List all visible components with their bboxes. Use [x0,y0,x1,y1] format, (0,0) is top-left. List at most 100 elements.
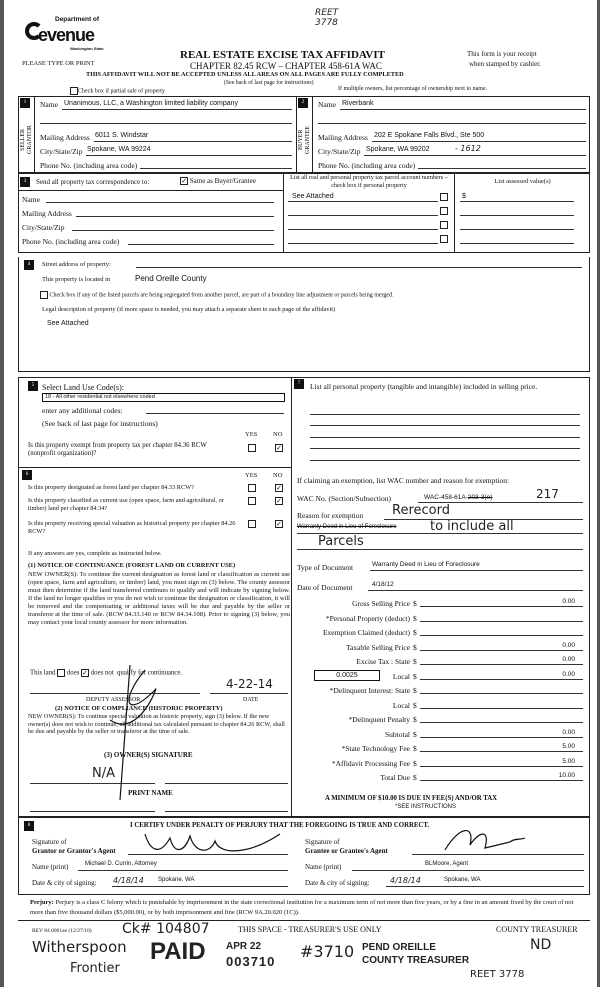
currency-sign: $ [413,773,417,782]
fee-label: Local [392,671,410,681]
same-as-buyer[interactable]: ✓ Same as Buyer/Grantee [180,177,256,186]
partial-sale-checkbox[interactable] [70,87,78,95]
grantee-signature[interactable] [412,854,584,855]
reason-exemption[interactable]: Rerecord [392,503,450,518]
grantor-signature[interactable] [128,854,288,855]
buyer-address[interactable]: 202 E Spokane Falls Blvd., Ste 500 [374,132,485,139]
grantee-name[interactable]: BLMoore, Agent [425,861,469,867]
fee-label: Gross Selling Price [352,599,410,608]
currency-sign: $ [413,642,417,652]
seller-name[interactable]: Unanimous, LLC, a Washington limited lia… [64,100,239,107]
street-address[interactable] [136,267,582,268]
continuance-choice: This land does ✓ does not qualify for co… [30,669,183,677]
fee-label: Exemption Claimed (deduct) [322,628,410,637]
corr-address[interactable] [76,216,274,217]
corr-name[interactable] [46,202,274,203]
seller-address[interactable]: 6011 S. Windstar [95,132,149,139]
historic-yes-checkbox[interactable] [248,520,256,528]
personal-checkbox[interactable] [440,235,448,243]
forest-yes-checkbox[interactable] [248,484,256,492]
chapter: CHAPTER 82.45 RCW – CHAPTER 458-61A WAC [190,61,382,71]
exempt-yes-checkbox[interactable] [248,444,256,452]
scan-edge [597,0,600,987]
personal-checkbox[interactable] [440,207,448,215]
personal-property-line[interactable] [310,448,580,449]
current-use-no-checkbox[interactable]: ✓ [275,497,283,505]
personal-property-line[interactable] [310,414,580,415]
section-number: 4 [24,260,34,270]
seller-city[interactable]: Spokane, WA 99224 [87,146,151,153]
land-use-code[interactable]: 18 - All other residential not elsewhere… [42,393,285,402]
fee-value[interactable]: 0.00 [562,656,575,663]
assessed-1[interactable]: $ [462,193,466,200]
fee-label: Total Due [380,773,410,782]
parcel-1[interactable]: See Attached [292,193,334,200]
fee-value[interactable]: 5.00 [562,757,575,765]
buyer-city[interactable]: Spokane, WA 99202 [366,146,430,153]
owner-signature[interactable] [30,783,155,784]
fee-value[interactable]: 0.00 [562,598,575,605]
section-number: 7 [294,379,304,389]
fee-label: *Delinquent Interest: State [329,686,410,695]
section-8 [18,817,590,895]
section-number: 6 [22,470,32,480]
fee-value[interactable]: 0.00 [562,728,575,736]
historic-no-checkbox[interactable]: ✓ [275,520,283,528]
currency-sign: $ [413,613,417,623]
section-3 [18,173,590,253]
fee-value[interactable]: 10.00 [558,772,575,779]
county-treasurer-label: COUNTY TREASURER [496,925,578,934]
segregated-checkbox[interactable] [40,291,48,299]
personal-checkbox[interactable] [440,221,448,229]
personal-property-line[interactable] [310,460,580,461]
reet-note: REET 3778 [315,8,339,28]
corr-city[interactable] [72,230,274,231]
currency-sign: $ [413,729,417,739]
personal-property-line[interactable] [310,437,580,438]
same-as-buyer-checkbox[interactable]: ✓ [180,177,188,186]
seller-phone[interactable] [140,168,292,169]
legal-description[interactable]: See Attached [47,320,89,327]
multiple-owners: If multiple owners, list percentage of o… [338,86,488,92]
grantee-city[interactable]: Spokane, WA [444,877,481,883]
fee-label: *Delinquent Penalty [348,715,410,724]
grantor-name[interactable]: Michael D. Currin, Attorney [85,861,157,867]
personal-property-line[interactable] [310,425,580,426]
local-rate[interactable]: 0.0025 [314,670,380,681]
document-type[interactable]: Warranty Deed in Lieu of Foreclosure [372,561,480,568]
currency-sign: $ [413,715,417,724]
current-use-yes-checkbox[interactable] [248,497,256,505]
owner-print-name[interactable] [30,811,155,812]
see-back: (See back of last page for instructions) [224,80,314,86]
partial-sale[interactable]: Check box if partial sale of property [70,87,165,95]
fee-value[interactable]: 0.00 [562,670,575,678]
fee-value[interactable]: 5.00 [562,743,575,750]
fee-label: *Personal Property (deduct) [325,613,410,623]
receipt-2: when stamped by cashier. [469,60,541,68]
exempt-no-checkbox[interactable]: ✓ [275,444,283,452]
section-4 [18,257,590,372]
fee-label: *State Technology Fee [341,744,411,753]
document-date[interactable]: 4/18/12 [372,581,394,588]
personal-checkbox[interactable] [440,193,448,201]
grantor-city[interactable]: Spokane, WA [158,877,195,883]
forest-no-checkbox[interactable]: ✓ [275,484,283,492]
section-7 [292,377,590,817]
buyer-name[interactable]: Riverbank [342,100,374,107]
fee-value[interactable]: 0.00 [562,641,575,649]
wac-number[interactable]: WAC-458-61A-203-3(e) [424,494,493,501]
currency-sign: $ [413,758,417,768]
segregated[interactable]: Check box if any of the listed parcels a… [40,291,394,299]
buyer-phone[interactable] [418,168,586,169]
perjury-notice: Perjury: Perjury is a class C felony whi… [30,899,574,916]
fee-label: *Affidavit Processing Fee [331,758,410,768]
county[interactable]: Pend Oreille County [135,274,207,283]
additional-codes[interactable] [146,413,284,414]
section-number: 3 [20,177,30,187]
does-not-checkbox[interactable]: ✓ [81,669,90,677]
does-checkbox[interactable] [57,669,66,677]
currency-sign: $ [413,657,417,666]
corr-phone[interactable] [128,244,274,245]
deputy-signature[interactable] [30,693,200,694]
assessor-date: 4-22-14 [226,677,273,691]
